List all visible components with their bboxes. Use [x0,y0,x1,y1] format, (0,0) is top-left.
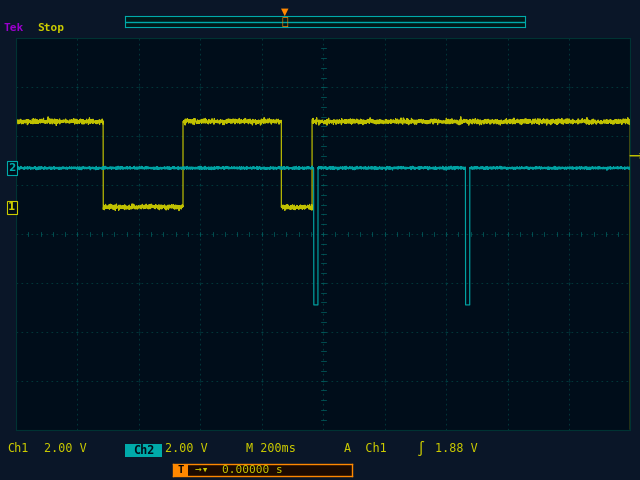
Text: 1.88 V: 1.88 V [435,442,478,456]
Text: Ch2: Ch2 [132,444,154,457]
Text: ∫: ∫ [417,441,425,456]
Text: ⏚: ⏚ [282,17,288,27]
Text: Stop: Stop [37,23,64,33]
Text: 2: 2 [8,163,15,173]
Text: A  Ch1: A Ch1 [344,442,387,456]
Text: 1: 1 [8,202,15,212]
Text: ▼: ▼ [281,6,289,16]
Text: →▾  0.00000 s: →▾ 0.00000 s [195,466,283,475]
Text: Tek: Tek [3,23,24,33]
Text: 2.00 V: 2.00 V [165,442,208,456]
Text: T: T [177,465,184,475]
Text: Ch1: Ch1 [8,442,29,456]
Text: M 200ms: M 200ms [246,442,296,456]
Text: 2.00 V: 2.00 V [44,442,86,456]
